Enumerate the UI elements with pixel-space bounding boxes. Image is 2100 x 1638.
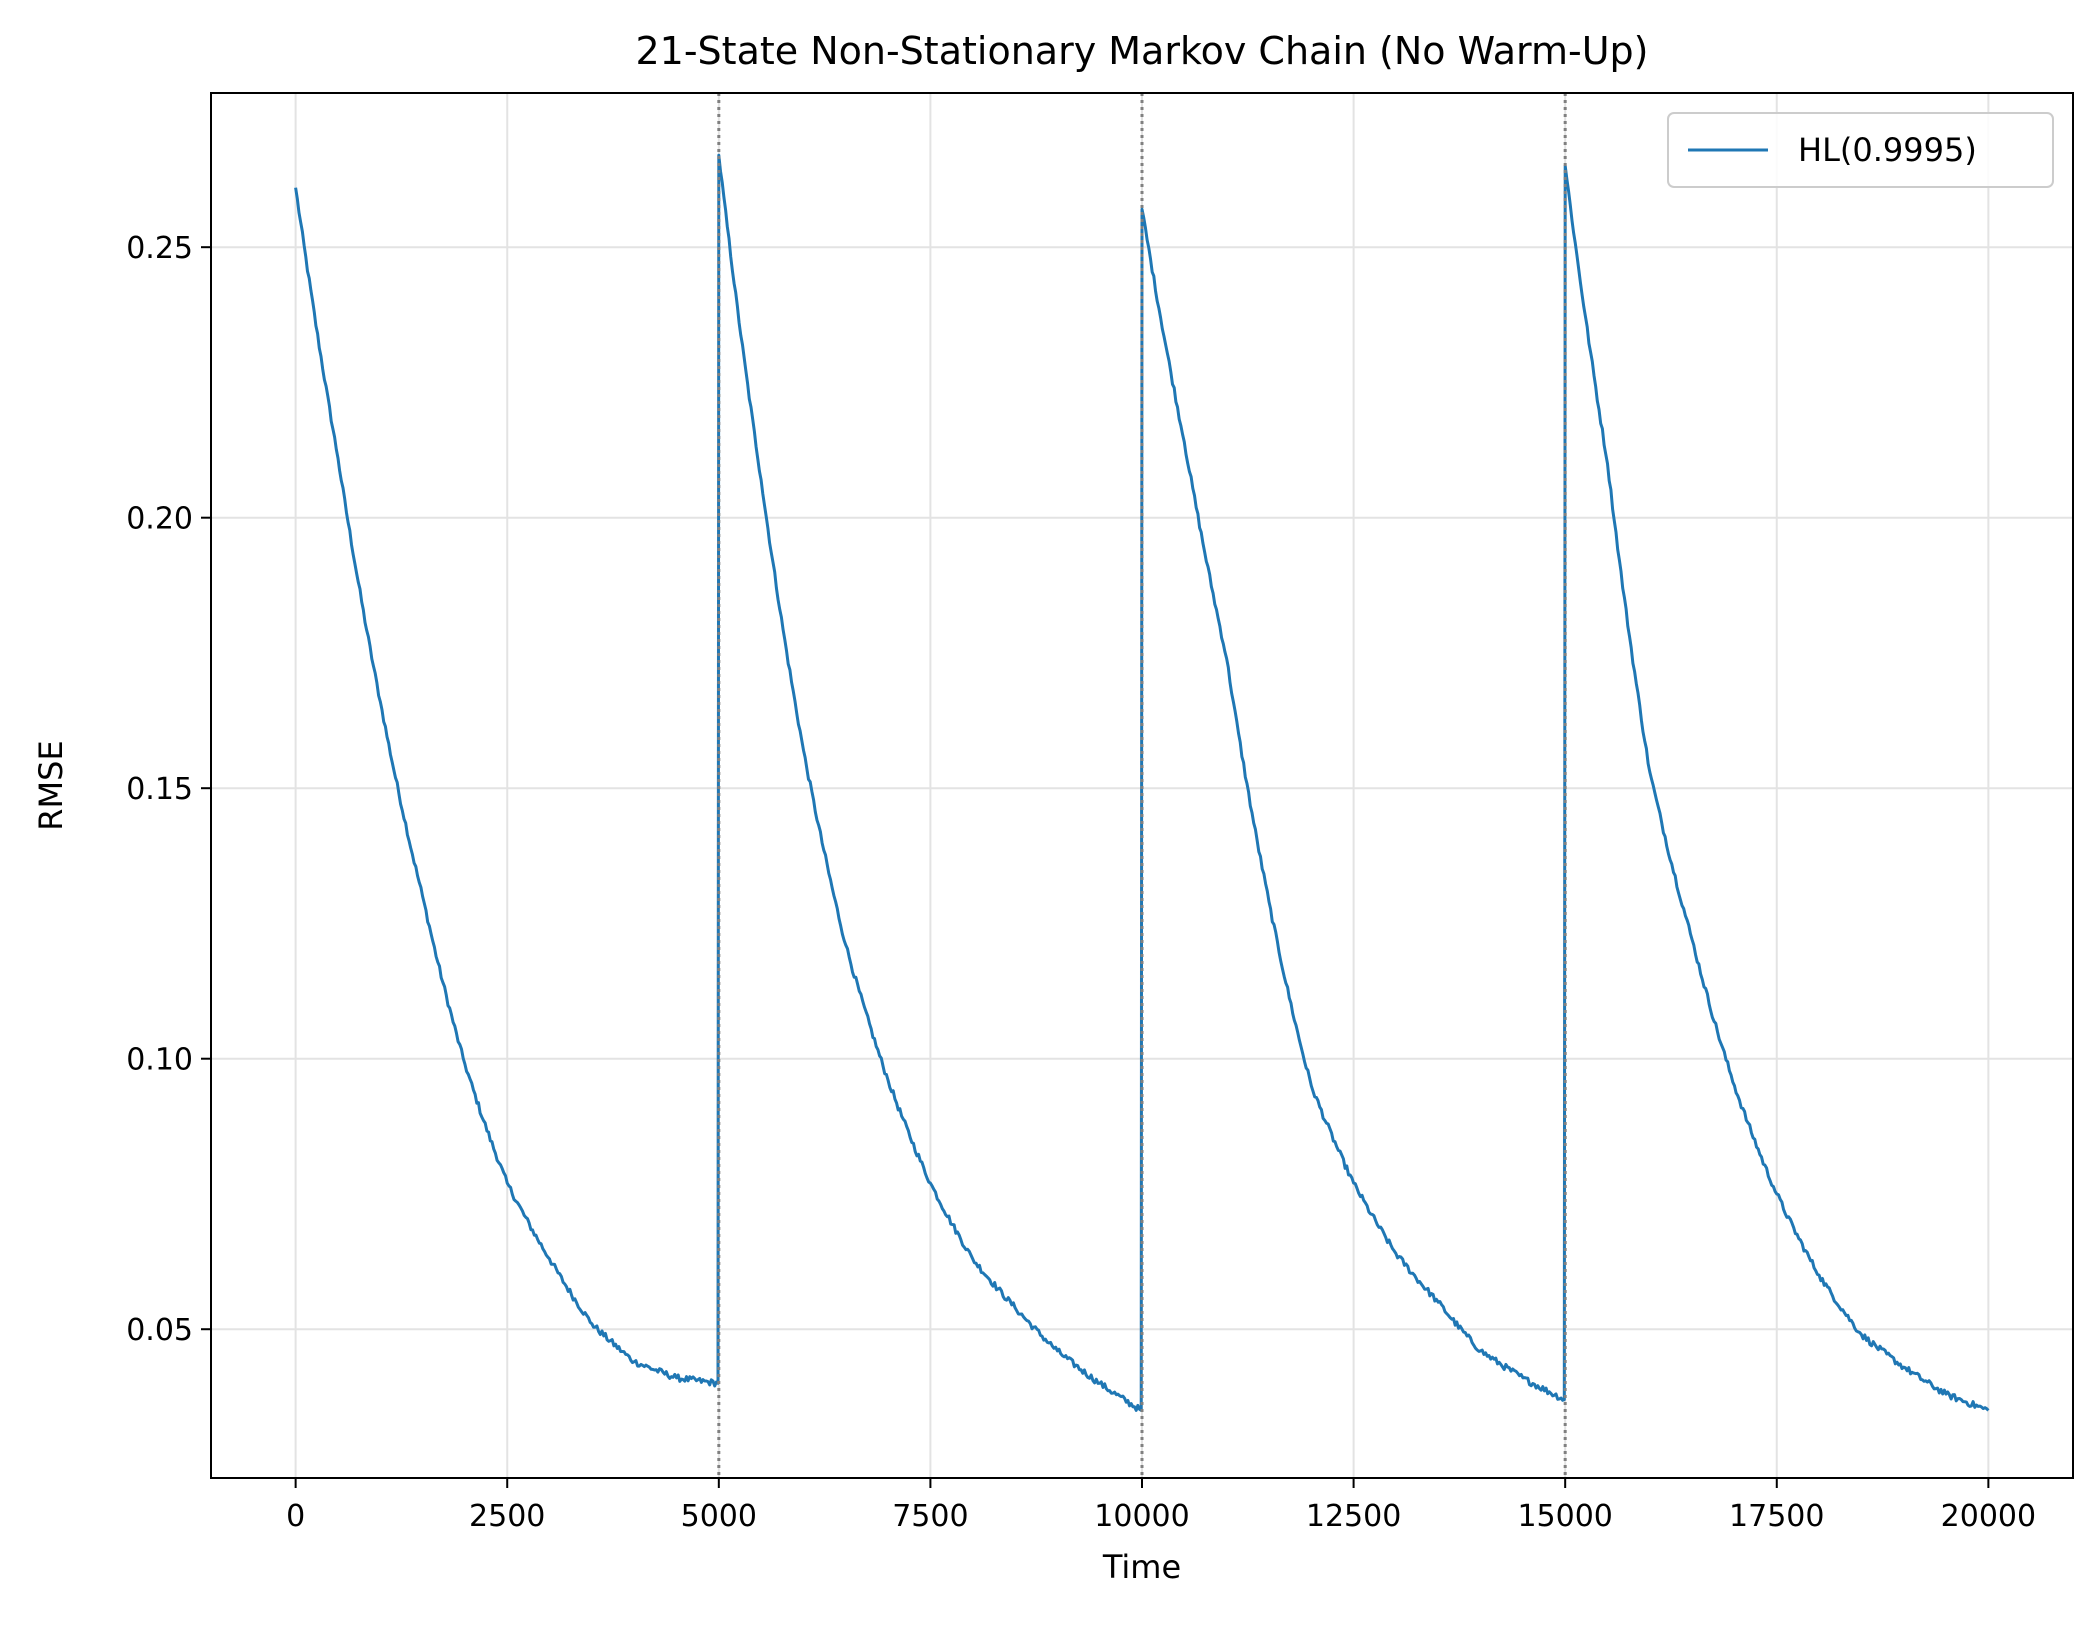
y-tick-label: 0.20 xyxy=(126,502,193,537)
y-axis-label: RMSE xyxy=(32,740,70,830)
x-axis-label: Time xyxy=(1102,1548,1181,1586)
x-tick-label: 20000 xyxy=(1941,1499,2036,1534)
legend: HL(0.9995) xyxy=(1667,112,2054,188)
x-tick-label: 2500 xyxy=(469,1499,545,1534)
y-tick-label: 0.25 xyxy=(126,231,193,266)
x-tick-label: 12500 xyxy=(1306,1499,1401,1534)
chart-title: 21-State Non-Stationary Markov Chain (No… xyxy=(635,29,1648,73)
y-axis-ticks: 0.05 0.10 0.15 0.20 0.25 xyxy=(126,231,211,1348)
legend-box xyxy=(1667,112,2054,188)
x-axis-ticks: 0 2500 5000 7500 10000 12500 15000 17500 20000 xyxy=(286,1478,2036,1534)
y-tick-label: 0.10 xyxy=(126,1043,193,1078)
x-tick-label: 7500 xyxy=(892,1499,968,1534)
x-tick-label: 15000 xyxy=(1517,1499,1612,1534)
y-tick-label: 0.05 xyxy=(126,1313,193,1348)
x-tick-label: 17500 xyxy=(1729,1499,1824,1534)
x-tick-label: 5000 xyxy=(681,1499,757,1534)
x-tick-label: 0 xyxy=(286,1499,305,1534)
x-tick-label: 10000 xyxy=(1094,1499,1189,1534)
legend-entry-label: HL(0.9995) xyxy=(1798,131,1977,169)
y-tick-label: 0.15 xyxy=(126,772,193,807)
